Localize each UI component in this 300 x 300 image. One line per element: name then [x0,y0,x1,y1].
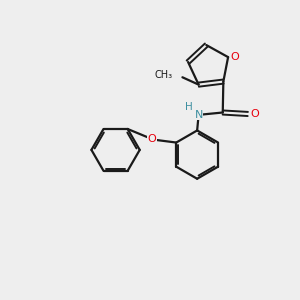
Text: O: O [147,134,156,144]
Text: CH₃: CH₃ [155,70,173,80]
Text: N: N [194,110,203,120]
Text: O: O [230,52,239,61]
Text: O: O [250,109,259,119]
Text: H: H [185,103,193,112]
